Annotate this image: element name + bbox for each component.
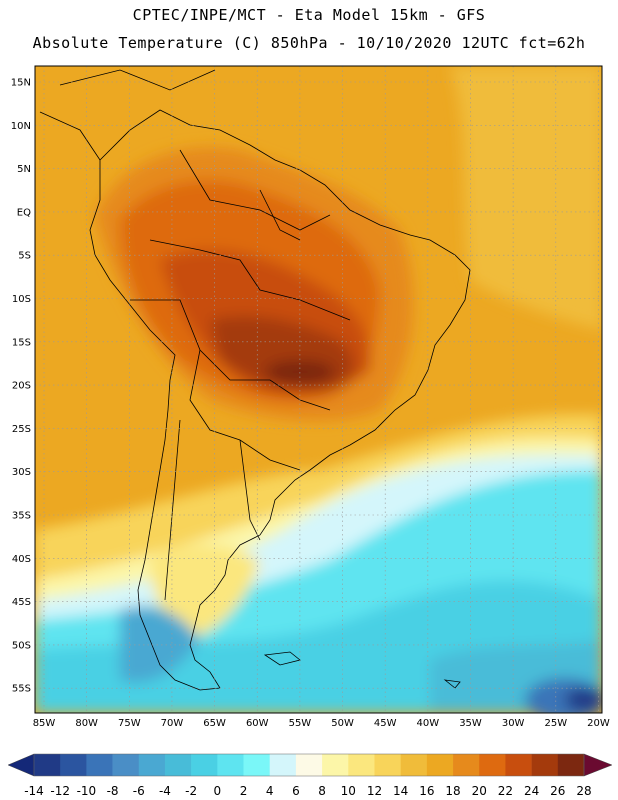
colorbar-label: 16	[419, 784, 434, 798]
colorbar-swatch	[60, 754, 87, 776]
lat-lon-grid	[35, 66, 602, 713]
colorbar-swatch	[34, 754, 61, 776]
lat-label: 45S	[12, 597, 31, 608]
colorbar-swatch	[164, 754, 192, 776]
colorbar-swatch	[269, 754, 297, 776]
colorbar-label: -12	[50, 784, 70, 798]
latitude-labels: 15N 10N 5N EQ 5S 10S 15S 20S 25S 30S 35S 40S 45S 50S 5…	[11, 78, 31, 695]
colorbar-label: 14	[393, 784, 408, 798]
map-frame	[34, 65, 603, 714]
colorbar-swatch	[86, 754, 113, 776]
colorbar-swatch	[453, 754, 480, 776]
colorbar-label: 18	[445, 784, 460, 798]
lat-label: 35S	[12, 511, 31, 522]
colorbar-swatch	[348, 754, 375, 776]
lat-label: 5S	[18, 251, 31, 262]
chart-title-line2: Absolute Temperature (C) 850hPa - 10/10/…	[32, 34, 586, 52]
colorbar-swatch	[217, 754, 244, 776]
lat-label: 15S	[12, 337, 31, 348]
colorbar-label: 22	[498, 784, 513, 798]
map-field	[35, 66, 602, 713]
colorbar-label: -2	[185, 784, 197, 798]
colorbar-label: -10	[77, 784, 97, 798]
colorbar-swatch	[426, 754, 454, 776]
colorbar: -14 -12 -10 -8 -6 -4 -2 0 2 4 6 8 10 12 14 16 18 20 22 24 26…	[7, 753, 613, 798]
colorbar-low-arrow	[7, 753, 35, 777]
colorbar-swatch	[479, 754, 506, 776]
lon-label: 30W	[502, 718, 525, 729]
colorbar-label: 6	[292, 784, 300, 798]
lon-label: 65W	[203, 718, 226, 729]
lon-label: 60W	[246, 718, 269, 729]
colorbar-label: 12	[367, 784, 382, 798]
longitude-labels: 85W 80W 75W 70W 65W 60W 55W 50W 45W 40W 35W 30W 25W 2…	[33, 718, 610, 729]
colorbar-swatch	[138, 754, 166, 776]
colorbar-swatch	[295, 754, 323, 776]
colorbar-swatch	[531, 754, 559, 776]
lat-label: 10N	[11, 121, 31, 132]
colorbar-label: 28	[576, 784, 591, 798]
lon-label: 40W	[417, 718, 440, 729]
colorbar-swatch	[243, 754, 271, 776]
lat-label: 40S	[12, 554, 31, 565]
colorbar-swatch	[191, 754, 218, 776]
colorbar-swatch	[112, 754, 140, 776]
lat-label: 55S	[12, 684, 31, 695]
lat-label: 5N	[17, 164, 31, 175]
lat-label: 20S	[12, 381, 31, 392]
colorbar-label: -8	[107, 784, 119, 798]
lon-label: 35W	[459, 718, 482, 729]
lat-label: 30S	[12, 467, 31, 478]
colorbar-label: 8	[318, 784, 326, 798]
colorbar-label: -6	[133, 784, 145, 798]
lon-label: 85W	[33, 718, 56, 729]
colorbar-label: 2	[240, 784, 248, 798]
lon-label: 75W	[118, 718, 141, 729]
colorbar-label: 4	[266, 784, 274, 798]
lon-label: 50W	[331, 718, 354, 729]
lat-label: 15N	[11, 78, 31, 89]
colorbar-label: 0	[214, 784, 222, 798]
colorbar-label: -14	[24, 784, 44, 798]
lat-label: EQ	[17, 207, 31, 218]
lon-label: 20W	[587, 718, 610, 729]
colorbar-label: 24	[524, 784, 539, 798]
colorbar-swatch	[557, 754, 585, 776]
colorbar-label: -4	[159, 784, 171, 798]
colorbar-swatch	[322, 754, 349, 776]
lon-label: 25W	[544, 718, 567, 729]
lon-label: 45W	[374, 718, 397, 729]
lat-label: 50S	[12, 640, 31, 651]
chart-title-line1: CPTEC/INPE/MCT - Eta Model 15km - GFS	[132, 6, 486, 24]
colorbar-high-arrow	[583, 753, 613, 777]
lat-label: 10S	[12, 294, 31, 305]
colorbar-label: 10	[341, 784, 356, 798]
lat-label: 25S	[12, 424, 31, 435]
lon-label: 80W	[75, 718, 98, 729]
colorbar-frame	[33, 753, 585, 777]
lon-label: 55W	[289, 718, 312, 729]
lon-label: 70W	[161, 718, 184, 729]
colorbar-swatch	[505, 754, 532, 776]
colorbar-label: 20	[472, 784, 487, 798]
colorbar-label: 26	[550, 784, 565, 798]
colorbar-swatch	[374, 754, 401, 776]
colorbar-swatch	[400, 754, 428, 776]
